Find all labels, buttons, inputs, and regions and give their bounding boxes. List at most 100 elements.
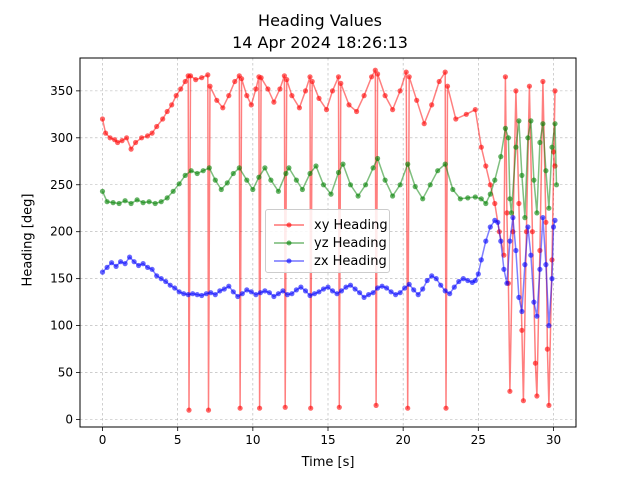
data-point-zx (172, 285, 178, 291)
data-point-xy (373, 402, 379, 408)
data-point-yz (390, 193, 396, 199)
data-point-zx (289, 291, 295, 297)
data-point-zx (375, 285, 381, 291)
data-point-zx (451, 284, 457, 290)
data-point-zx (212, 292, 218, 298)
data-point-yz (328, 191, 334, 197)
data-point-yz (320, 182, 327, 188)
y-axis-label: Heading [deg] (20, 193, 36, 287)
data-point-yz (450, 186, 456, 193)
data-point-xy (277, 86, 283, 92)
data-point-zx (528, 252, 534, 258)
data-point-yz (525, 135, 531, 141)
data-point-yz (262, 165, 268, 171)
data-point-xy (453, 116, 459, 122)
legend-item-zx: zx Heading (274, 252, 387, 270)
data-point-zx (127, 254, 133, 260)
data-point-zx (226, 283, 232, 289)
data-point-zx (540, 215, 546, 221)
data-point-xy (307, 74, 313, 80)
data-point-zx (329, 288, 336, 294)
data-point-xy (139, 135, 145, 141)
data-point-zx (447, 291, 453, 297)
data-point-zx (248, 289, 254, 295)
data-point-yz (522, 215, 528, 221)
data-point-yz (182, 172, 188, 178)
data-point-zx (516, 294, 522, 300)
data-point-xy (284, 77, 290, 83)
data-point-zx (465, 277, 471, 284)
data-point-yz (128, 200, 134, 207)
data-point-xy (154, 123, 160, 130)
data-point-zx (501, 266, 507, 272)
data-point-yz (218, 186, 224, 193)
x-tick-label: 10 (245, 433, 260, 447)
data-point-xy (205, 407, 212, 413)
data-point-zx (393, 292, 399, 298)
data-point-xy (214, 97, 220, 103)
data-point-xy (281, 73, 287, 79)
data-point-xy (421, 121, 427, 127)
data-point-xy (354, 108, 360, 115)
data-point-zx (357, 290, 363, 296)
data-point-zx (316, 289, 322, 295)
data-point-zx (118, 259, 124, 265)
data-point-xy (296, 105, 302, 111)
data-point-zx (411, 287, 417, 293)
data-point-xy (173, 93, 179, 99)
data-point-zx (460, 276, 466, 282)
series-yz (99, 118, 560, 221)
data-point-yz (212, 177, 218, 183)
data-point-zx (221, 286, 227, 292)
data-point-yz (382, 177, 388, 183)
data-point-xy (414, 97, 420, 103)
data-point-zx (366, 292, 372, 298)
data-point-xy (443, 405, 449, 411)
data-point-xy (253, 86, 259, 92)
data-point-yz (244, 177, 250, 183)
data-point-xy (103, 130, 109, 136)
legend-swatch-zx (274, 258, 304, 264)
data-point-zx (257, 290, 263, 296)
data-point-zx (266, 290, 272, 296)
y-tick-label: 250 (50, 178, 73, 192)
data-point-zx (361, 294, 367, 300)
data-point-xy (406, 74, 412, 80)
data-point-zx (136, 262, 142, 269)
data-point-xy (335, 74, 342, 80)
grid-lines (80, 58, 576, 427)
data-point-yz (375, 155, 381, 162)
data-point-zx (478, 257, 484, 263)
data-point-yz (457, 196, 463, 202)
data-point-xy (472, 107, 478, 113)
data-point-xy (436, 78, 442, 85)
data-point-xy (444, 83, 451, 89)
chart-title: Heading Values (258, 11, 382, 30)
data-point-xy (199, 75, 205, 81)
data-point-zx (104, 264, 110, 270)
data-point-xy (316, 95, 322, 101)
data-point-yz (188, 168, 194, 174)
data-point-xy (336, 404, 342, 410)
data-point-zx (203, 291, 209, 297)
data-point-yz (549, 144, 555, 150)
series-xy (99, 67, 558, 413)
data-point-yz (256, 174, 262, 180)
chart-subtitle: 14 Apr 2024 18:26:13 (232, 33, 408, 52)
data-point-xy (232, 78, 238, 85)
data-point-yz (412, 184, 418, 190)
data-point-xy (308, 405, 314, 411)
data-point-xy (346, 102, 352, 108)
data-point-zx (433, 276, 439, 282)
legend-item-xy: xy Heading (274, 216, 388, 234)
data-point-xy (207, 83, 213, 89)
data-point-xy (544, 346, 551, 352)
data-point-zx (154, 273, 160, 279)
y-tick-label: 200 (50, 225, 73, 239)
data-point-zx (388, 289, 394, 295)
y-tick-label: 350 (50, 84, 73, 98)
data-point-yz (250, 186, 256, 193)
data-point-xy (289, 93, 295, 99)
data-point-zx (113, 263, 119, 269)
